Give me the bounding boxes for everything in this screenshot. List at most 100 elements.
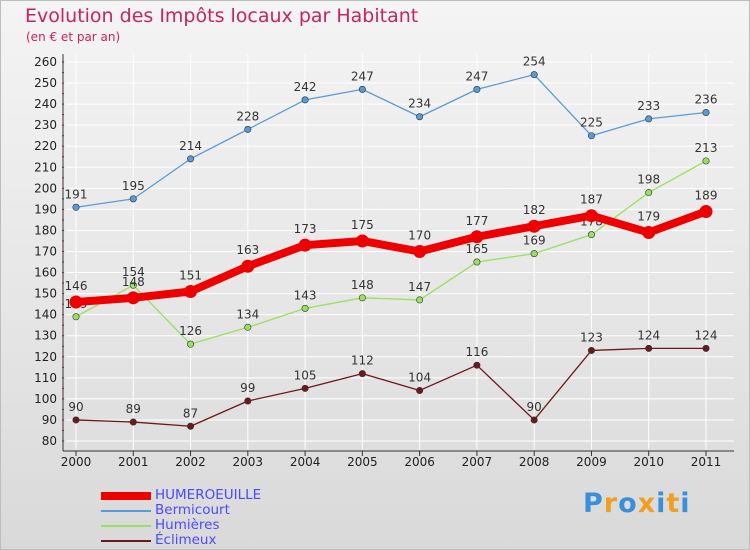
data-label: 179: [637, 210, 660, 224]
data-point: [584, 209, 598, 223]
legend-item: Bermicourt: [101, 502, 361, 518]
y-tick-label: 180: [34, 223, 57, 237]
data-label: 148: [351, 278, 374, 292]
x-tick-label: 2000: [61, 455, 92, 469]
data-point: [645, 189, 653, 197]
data-label: 233: [637, 99, 660, 113]
data-label: 134: [236, 307, 259, 321]
legend-item: HUMEROEUILLE: [101, 487, 361, 503]
data-label: 143: [294, 288, 317, 302]
data-point: [416, 113, 424, 121]
data-label: 247: [351, 69, 374, 83]
data-point: [129, 195, 137, 203]
y-tick-label: 120: [34, 350, 57, 364]
x-tick-label: 2008: [519, 455, 550, 469]
data-label: 87: [183, 406, 198, 420]
data-label: 151: [179, 269, 202, 283]
data-label: 146: [65, 279, 88, 293]
data-point: [702, 109, 710, 117]
data-point: [244, 323, 252, 331]
chart-title: Evolution des Impôts locaux par Habitant: [25, 5, 419, 27]
data-point: [358, 85, 366, 93]
y-tick-label: 200: [34, 181, 57, 195]
data-label: 236: [695, 93, 718, 107]
data-point: [416, 386, 424, 394]
data-point: [416, 296, 424, 304]
data-point: [473, 85, 481, 93]
data-label: 254: [523, 55, 546, 69]
data-point: [645, 344, 653, 352]
legend-item: Humières: [101, 517, 361, 533]
series-line-3: [72, 207, 710, 307]
data-point: [301, 304, 309, 312]
data-label: 89: [126, 402, 141, 416]
x-tick-label: 2001: [118, 455, 149, 469]
legend-swatch: [101, 510, 151, 512]
data-label: 175: [351, 218, 374, 232]
legend-label: Éclimeux: [155, 532, 217, 548]
data-label: 173: [294, 222, 317, 236]
y-tick-label: 160: [34, 266, 57, 280]
y-tick-label: 190: [34, 202, 57, 216]
x-tick-label: 2010: [633, 455, 664, 469]
data-label: 104: [408, 370, 431, 384]
y-tick-label: 230: [34, 118, 57, 132]
y-tick-label: 90: [42, 413, 57, 427]
data-label: 228: [236, 109, 259, 123]
logo-letter: t: [666, 488, 681, 519]
data-point: [244, 397, 252, 405]
logo-letter: i: [656, 488, 667, 519]
data-label: 90: [527, 400, 542, 414]
data-label: 242: [294, 80, 317, 94]
data-label: 177: [465, 214, 488, 228]
x-tick-label: 2004: [290, 455, 321, 469]
data-point: [645, 115, 653, 123]
legend-swatch: [101, 492, 151, 500]
x-tick-label: 2009: [576, 455, 607, 469]
data-label: 112: [351, 354, 374, 368]
data-point: [530, 71, 538, 79]
data-point: [72, 313, 80, 321]
data-point: [126, 291, 140, 305]
data-point: [470, 230, 484, 244]
data-point: [69, 295, 83, 309]
x-tick-label: 2011: [691, 455, 722, 469]
series-line-1: [75, 160, 707, 345]
data-point: [244, 125, 252, 133]
logo-letter: x: [637, 488, 657, 519]
data-point: [72, 416, 80, 424]
data-label: 163: [236, 243, 259, 257]
legend-label: Humières: [155, 517, 220, 533]
y-tick-label: 100: [34, 392, 57, 406]
data-label: 170: [408, 229, 431, 243]
data-point: [298, 238, 312, 252]
data-point: [129, 281, 137, 289]
y-tick-label: 220: [34, 139, 57, 153]
x-tick-label: 2006: [404, 455, 435, 469]
data-label: 90: [68, 400, 83, 414]
y-tick-label: 140: [34, 308, 57, 322]
logo-letter: r: [603, 488, 619, 519]
data-point: [184, 285, 198, 299]
y-tick-label: 260: [34, 55, 57, 69]
data-label: 126: [179, 324, 202, 338]
data-label: 187: [580, 193, 603, 207]
data-point: [473, 258, 481, 266]
data-label: 147: [408, 280, 431, 294]
series-line-0: [75, 347, 707, 427]
chart-legend: HUMEROEUILLE Bermicourt Humières Éclimeux: [101, 487, 361, 548]
series-line-2: [75, 73, 707, 208]
data-point: [358, 294, 366, 302]
data-label: 123: [580, 330, 603, 344]
x-tick-label: 2002: [175, 455, 206, 469]
chart-subtitle: (en € et par an): [26, 30, 121, 44]
data-label: 154: [122, 265, 145, 279]
data-point: [530, 416, 538, 424]
legend-swatch: [101, 540, 151, 542]
y-tick-label: 170: [34, 245, 57, 259]
data-label: 198: [637, 173, 660, 187]
data-point: [642, 226, 656, 240]
data-label: 189: [695, 188, 718, 202]
data-label: 213: [695, 141, 718, 155]
